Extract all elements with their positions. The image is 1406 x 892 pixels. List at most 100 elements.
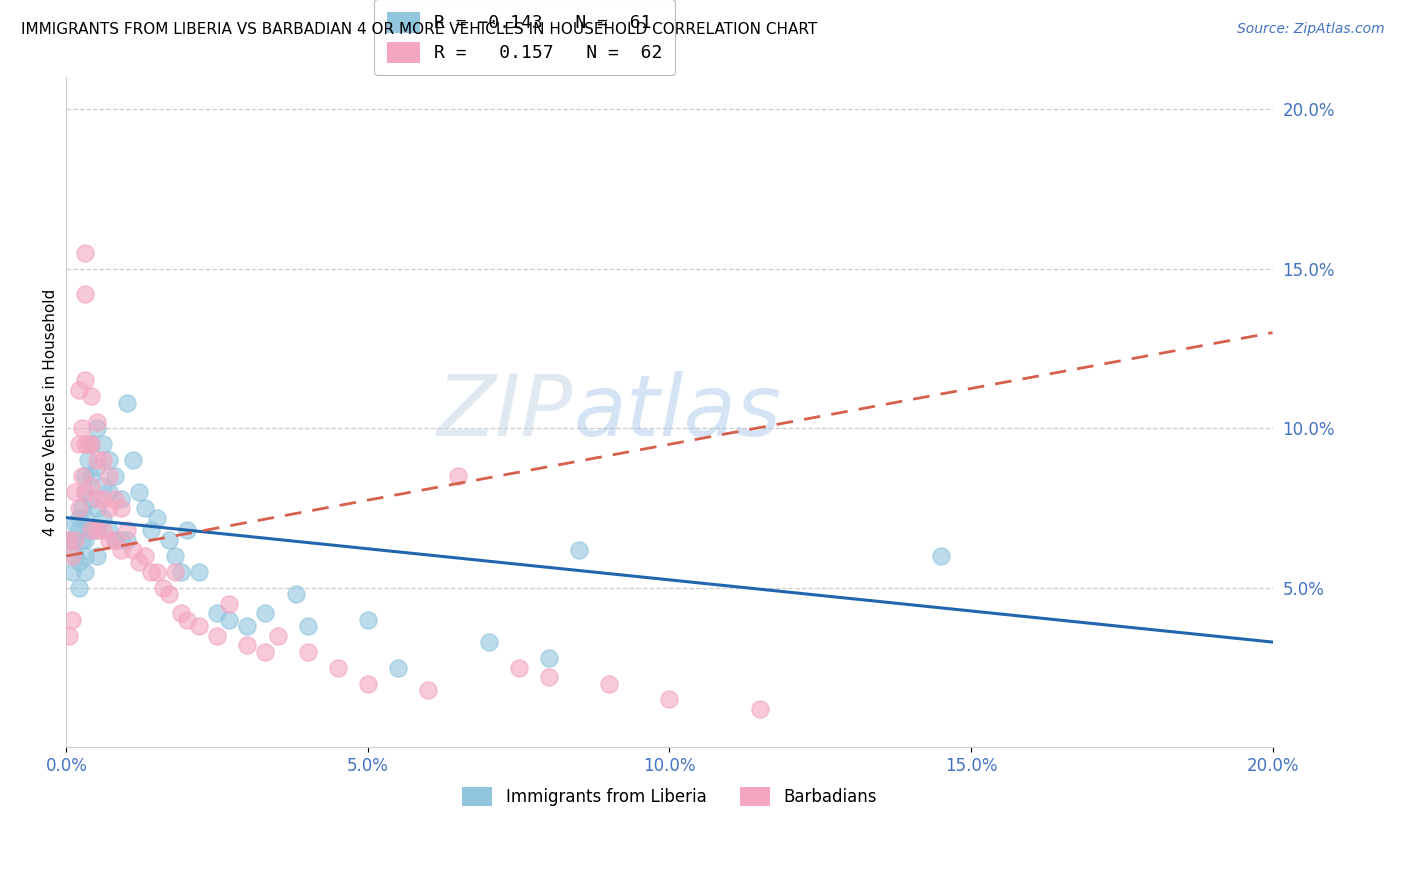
Point [97,453,120,467]
Point [568,542,591,557]
Point [79,491,101,506]
Point [170,565,193,579]
Point [104,469,127,483]
Point [67,501,90,516]
Point [62,533,84,547]
Point [115,396,138,410]
Point [104,533,127,547]
Point [91,437,114,451]
Point [134,501,156,516]
Y-axis label: 4 or more Vehicles in Household: 4 or more Vehicles in Household [44,289,58,536]
Point [205,607,228,621]
Point [58,533,80,547]
Point [146,510,169,524]
Point [218,597,240,611]
Point [97,501,120,516]
Point [266,629,288,643]
Point [73,510,96,524]
Point [508,660,530,674]
Point [163,565,186,579]
Point [157,587,180,601]
Point [236,638,259,652]
Point [97,485,120,500]
Point [477,635,499,649]
Text: atlas: atlas [574,371,780,454]
Point [418,682,440,697]
Point [749,702,772,716]
Point [58,533,80,547]
Point [176,613,198,627]
Point [218,613,240,627]
Point [357,613,380,627]
Point [62,565,84,579]
Point [67,524,90,538]
Point [139,565,162,579]
Point [70,533,93,547]
Point [73,549,96,563]
Point [79,479,101,493]
Point [76,437,98,451]
Point [79,437,101,451]
Point [73,485,96,500]
Point [97,533,120,547]
Point [67,437,90,451]
Point [254,607,277,621]
Point [79,524,101,538]
Point [97,469,120,483]
Point [86,415,108,429]
Point [537,670,560,684]
Point [658,692,681,706]
Text: ZIP: ZIP [437,371,574,454]
Point [598,676,620,690]
Point [91,524,114,538]
Point [170,607,193,621]
Point [188,565,211,579]
Point [76,453,98,467]
Point [70,421,93,435]
Point [65,485,87,500]
Point [110,501,132,516]
Point [128,555,150,569]
Point [537,651,560,665]
Point [236,619,259,633]
Point [104,533,127,547]
Point [121,453,143,467]
Point [73,469,96,483]
Text: Source: ZipAtlas.com: Source: ZipAtlas.com [1237,22,1385,37]
Point [73,437,96,451]
Point [97,524,120,538]
Point [128,485,150,500]
Point [70,501,93,516]
Point [79,469,101,483]
Point [86,524,108,538]
Point [447,469,470,483]
Point [91,491,114,506]
Point [297,645,319,659]
Point [86,501,108,516]
Point [163,549,186,563]
Point [139,524,162,538]
Point [121,542,143,557]
Point [65,549,87,563]
Point [115,524,138,538]
Point [73,246,96,260]
Point [91,479,114,493]
Point [929,549,952,563]
Point [73,374,96,388]
Point [73,287,96,301]
Point [73,565,96,579]
Point [297,619,319,633]
Point [387,660,409,674]
Point [357,676,380,690]
Point [110,491,132,506]
Point [67,581,90,595]
Point [65,533,87,547]
Legend: Immigrants from Liberia, Barbadians: Immigrants from Liberia, Barbadians [456,780,883,813]
Point [70,469,93,483]
Point [205,629,228,643]
Point [157,533,180,547]
Point [62,613,84,627]
Point [67,383,90,397]
Point [58,629,80,643]
Point [104,491,127,506]
